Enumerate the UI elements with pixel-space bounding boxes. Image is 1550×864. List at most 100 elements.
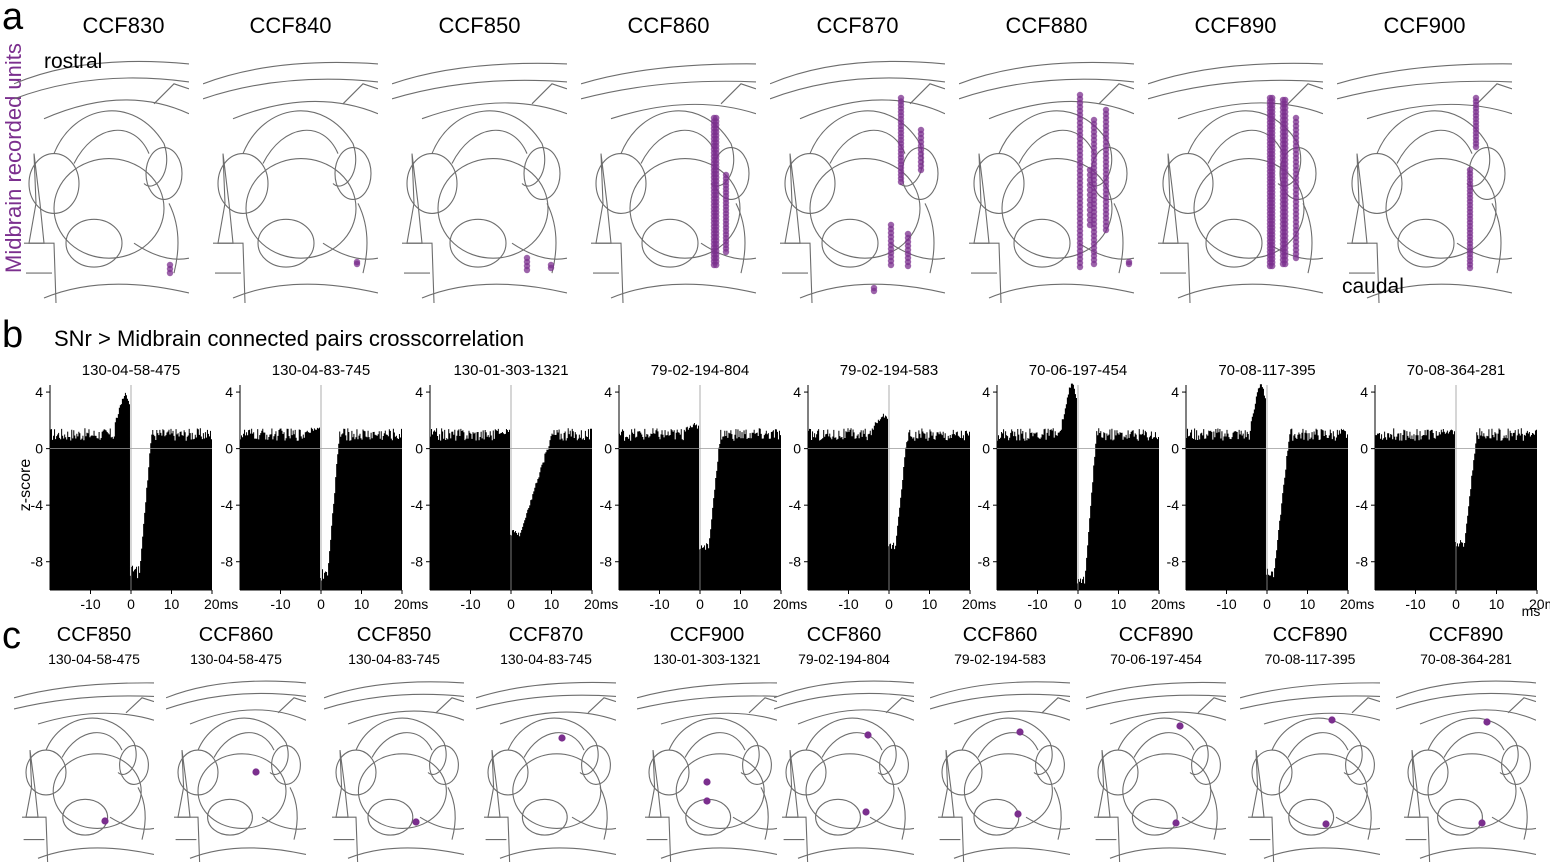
pair-title: 79-02-194-583 [954, 651, 1046, 667]
y-tick-label: -8 [1356, 554, 1369, 570]
x-tick-label: 20ms [204, 596, 238, 612]
y-tick-label: 0 [982, 441, 990, 457]
ccg-title: 70-08-117-395 [1218, 362, 1315, 379]
section-c-1 [166, 680, 306, 862]
x-tick-label: 20ms [1151, 596, 1185, 612]
unit-dot [713, 261, 720, 269]
y-tick-label: 4 [35, 384, 43, 400]
y-tick-label: -8 [789, 554, 802, 570]
x-tick-label: -10 [838, 596, 858, 612]
unit-dot [1086, 176, 1094, 184]
x-tick-label: -10 [649, 596, 669, 612]
y-tick-label: 0 [604, 441, 612, 457]
ccf-title: CCF900 [669, 624, 745, 646]
unit-dot [1172, 819, 1180, 827]
section-a-6 [1148, 62, 1323, 303]
unit-dot [904, 262, 912, 270]
y-tick-label: 4 [1171, 384, 1179, 400]
pair-title: 130-04-58-475 [48, 651, 140, 667]
ccg-6: 70-08-117-395 4 0 -4 -8 -10 0 10 20ms [1167, 362, 1375, 612]
section-a-2 [392, 62, 567, 303]
section-c-3 [476, 681, 616, 862]
ccg-0: 130-04-58-475 4 0 -4 -8 -10 0 10 20ms [31, 362, 239, 612]
ccg-2: 130-01-303-1321 4 0 -4 -8 -10 0 10 20ms [411, 362, 619, 612]
y-tick-label: 4 [604, 384, 612, 400]
y-tick-label: 0 [1360, 441, 1368, 457]
unit-dot [1269, 262, 1276, 270]
pair-title: 130-04-58-475 [190, 651, 282, 667]
x-tick-label: 10 [733, 596, 749, 612]
y-tick-label: -8 [600, 554, 613, 570]
pair-title: 79-02-194-804 [798, 651, 890, 667]
ccg-bars [997, 383, 1159, 590]
unit-dot [1076, 263, 1084, 271]
unit-dot [1328, 716, 1336, 724]
panel-c-label: c [2, 615, 21, 657]
pair-title: 70-08-364-281 [1420, 651, 1512, 667]
unit-dot [1176, 722, 1184, 730]
section-c-6 [930, 681, 1070, 862]
x-tick-label: -10 [1027, 596, 1047, 612]
section-title: CCF830 [82, 13, 165, 38]
ccg-title: 130-04-58-475 [82, 362, 180, 379]
y-tick-label: 0 [35, 441, 43, 457]
unit-dot [887, 261, 895, 269]
panel-b-title: SNr > Midbrain connected pairs crosscorr… [54, 326, 525, 351]
panel-a-label: a [2, 0, 24, 38]
unit-dot [1086, 221, 1094, 229]
x-tick-label: 10 [354, 596, 370, 612]
unit-dot [1322, 820, 1330, 828]
x-tick-label: -10 [460, 596, 480, 612]
ccg-xunit: ms [1522, 603, 1541, 619]
unit-dot [523, 266, 531, 274]
y-tick-label: 4 [793, 384, 801, 400]
x-tick-label: 0 [1263, 596, 1271, 612]
ccf-title: CCF860 [962, 624, 1038, 646]
ccg-title: 70-06-197-454 [1029, 362, 1127, 379]
ccf-title: CCF850 [356, 624, 432, 646]
ccf-title: CCF890 [1118, 624, 1194, 646]
unit-dot [864, 731, 872, 739]
unit-dot [703, 797, 711, 805]
y-tick-label: -8 [1167, 554, 1180, 570]
y-tick-label: -4 [1167, 497, 1180, 513]
x-tick-label: 0 [317, 596, 325, 612]
y-tick-label: 4 [415, 384, 423, 400]
unit-dot [1086, 206, 1094, 214]
x-tick-label: -10 [80, 596, 100, 612]
ccf-title: CCF860 [806, 624, 882, 646]
ccg-bars [619, 423, 781, 590]
unit-dot [1086, 196, 1094, 204]
ccg-3: 79-02-194-804 4 0 -4 -8 -10 0 10 20ms [600, 362, 808, 612]
y-tick-label: -8 [221, 554, 234, 570]
x-tick-label: -10 [1216, 596, 1236, 612]
unit-dot [1102, 226, 1110, 234]
section-a-1 [203, 61, 378, 303]
section-c-8 [1240, 682, 1380, 862]
y-tick-label: 0 [225, 441, 233, 457]
unit-dot [1086, 166, 1094, 174]
section-title: CCF840 [249, 13, 332, 38]
unit-dot [1090, 260, 1098, 268]
x-tick-label: -10 [1405, 596, 1425, 612]
y-tick-label: -8 [31, 554, 44, 570]
ccg-bars [50, 392, 212, 590]
unit-dot [101, 817, 109, 825]
ccf-title: CCF850 [56, 624, 132, 646]
ccg-ylabel: z-score [17, 459, 34, 512]
ccg-7: 70-08-364-281 4 0 -4 -8 -10 0 10 20ms [1356, 362, 1550, 612]
section-title: CCF850 [438, 13, 521, 38]
y-tick-label: 4 [982, 384, 990, 400]
y-tick-label: 0 [1171, 441, 1179, 457]
section-c-4 [637, 682, 777, 862]
ccf-title: CCF870 [508, 624, 584, 646]
ccg-4: 79-02-194-583 4 0 -4 -8 -10 0 10 20ms [789, 362, 997, 612]
section-c-2 [324, 681, 464, 862]
x-tick-label: 0 [885, 596, 893, 612]
unit-dot [917, 166, 925, 174]
x-tick-label: 0 [1452, 596, 1460, 612]
recorded-units [166, 91, 1480, 295]
